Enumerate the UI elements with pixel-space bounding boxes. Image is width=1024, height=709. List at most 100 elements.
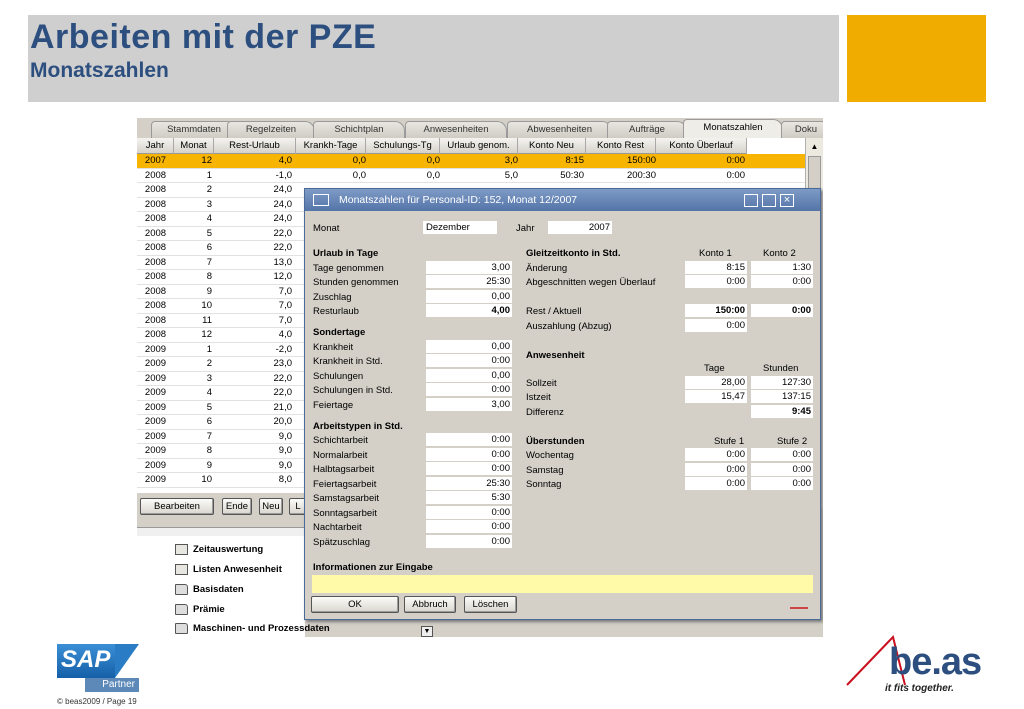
application-screenshot: Stammdaten Regelzeiten Schichtplan Anwes…: [137, 118, 823, 637]
anwesenheit-header: Anwesenheit: [526, 350, 585, 361]
stunden-genommen-field[interactable]: 25:30: [426, 275, 512, 288]
konto2-label: Konto 2: [763, 248, 796, 259]
sollzeit-stunden-field[interactable]: 127:30: [751, 376, 813, 389]
loeschen-button[interactable]: Löschen: [464, 596, 517, 613]
samstag-stufe2-field[interactable]: 0:00: [751, 463, 813, 476]
tab-abwesenheiten[interactable]: Abwesenheiten: [507, 121, 612, 138]
table-row[interactable]: 2007 12 4,0 0,0 0,0 3,0 8:15 150:00 0:00: [137, 154, 805, 169]
table-row[interactable]: 2008 1 -1,0 0,0 0,0 5,0 50:30 200:30 0:00: [137, 169, 805, 183]
table-cell: 0,0: [352, 169, 366, 181]
differenz-field[interactable]: 9:45: [751, 405, 813, 418]
monat-field[interactable]: Dezember: [423, 221, 497, 234]
table-cell: 3: [206, 372, 212, 384]
istzeit-stunden-field[interactable]: 137:15: [751, 390, 813, 403]
col-konto-rest[interactable]: Konto Rest: [586, 138, 656, 154]
tab-anwesenheiten[interactable]: Anwesenheiten: [405, 121, 507, 138]
rest-konto1-field[interactable]: 150:00: [685, 304, 747, 317]
jahr-field[interactable]: 2007: [548, 221, 612, 234]
table-cell: 9,0: [278, 445, 292, 456]
table-cell: 4: [206, 213, 212, 224]
sollzeit-tage-field[interactable]: 28,00: [685, 376, 747, 389]
aenderung-konto2-field[interactable]: 1:30: [751, 261, 813, 274]
tree-item-zeitauswertung[interactable]: Zeitauswertung: [175, 541, 263, 559]
nachtarbeit-field[interactable]: 0:00: [426, 520, 512, 533]
tab-stammdaten[interactable]: Stammdaten: [151, 121, 237, 138]
bearbeiten-button[interactable]: Bearbeiten: [140, 498, 214, 515]
close-icon[interactable]: ×: [780, 194, 794, 207]
sollzeit-label: Sollzeit: [526, 378, 557, 389]
sap-logo-text: SAP: [61, 646, 111, 673]
col-konto-neu[interactable]: Konto Neu: [518, 138, 586, 154]
table-cell: 2008: [144, 242, 167, 253]
ok-button[interactable]: OK: [311, 596, 399, 613]
tab-regelzeiten[interactable]: Regelzeiten: [227, 121, 315, 138]
resize-grip-icon[interactable]: [790, 599, 808, 609]
tree-item-maschinen[interactable]: Maschinen- und Prozessdaten: [175, 620, 330, 637]
scroll-up-icon[interactable]: ▲: [810, 142, 819, 151]
tree-item-praemie[interactable]: Prämie: [175, 601, 225, 619]
table-cell: 2: [206, 184, 212, 195]
col-jahr[interactable]: Jahr: [137, 138, 174, 154]
abgeschnitten-konto2-field[interactable]: 0:00: [751, 275, 813, 288]
col-rest-urlaub[interactable]: Rest-Urlaub: [214, 138, 296, 154]
tab-bar: Stammdaten Regelzeiten Schichtplan Anwes…: [137, 118, 823, 138]
tab-auftraege[interactable]: Aufträge: [607, 121, 687, 138]
krankheit-std-field[interactable]: 0:00: [426, 354, 512, 367]
col-krankh-tage[interactable]: Krankh-Tage: [296, 138, 366, 154]
neu-button[interactable]: Neu: [259, 498, 283, 515]
col-konto-ueberlauf[interactable]: Konto Überlauf: [656, 138, 747, 154]
rest-konto2-field[interactable]: 0:00: [751, 304, 813, 317]
col-urlaub-genom[interactable]: Urlaub genom.: [440, 138, 518, 154]
minimize-icon[interactable]: [744, 194, 758, 207]
istzeit-tage-field[interactable]: 15,47: [685, 390, 747, 403]
tab-dokumente[interactable]: Doku: [781, 121, 823, 138]
table-cell: 9: [206, 459, 212, 471]
differenz-label: Differenz: [526, 407, 564, 418]
ende-button[interactable]: Ende: [222, 498, 252, 515]
tree-item-basisdaten[interactable]: Basisdaten: [175, 581, 244, 599]
samstag-label: Samstag: [526, 465, 564, 476]
aenderung-konto1-field[interactable]: 8:15: [685, 261, 747, 274]
wochentag-label: Wochentag: [526, 450, 574, 461]
table-cell: 2008: [144, 184, 167, 195]
sonntag-stufe1-field[interactable]: 0:00: [685, 477, 747, 490]
zuschlag-field[interactable]: 0,00: [426, 290, 512, 303]
tab-schichtplan[interactable]: Schichtplan: [313, 121, 405, 138]
wochentag-stufe2-field[interactable]: 0:00: [751, 448, 813, 461]
feiertage-field[interactable]: 3,00: [426, 398, 512, 411]
schulungen-field[interactable]: 0,00: [426, 369, 512, 382]
slide-header: Arbeiten mit der PZE Monatszahlen: [28, 15, 839, 102]
table-cell: 22,0: [273, 372, 293, 384]
sonntag-stufe2-field[interactable]: 0:00: [751, 477, 813, 490]
halbtagsarbeit-field[interactable]: 0:00: [426, 462, 512, 475]
table-cell: 2009: [144, 401, 167, 413]
abgeschnitten-konto1-field[interactable]: 0:00: [685, 275, 747, 288]
schichtarbeit-field[interactable]: 0:00: [426, 433, 512, 446]
table-cell: 50:30: [560, 169, 584, 181]
krankheit-field[interactable]: 0,00: [426, 340, 512, 353]
resturlaub-label: Resturlaub: [313, 306, 359, 317]
table-cell: 2009: [144, 445, 167, 456]
table-cell: 9,0: [278, 459, 292, 471]
info-field[interactable]: [312, 575, 813, 593]
auszahlung-field[interactable]: 0:00: [685, 319, 747, 332]
table-cell: 2008: [144, 213, 167, 224]
abbruch-button[interactable]: Abbruch: [404, 596, 456, 613]
tree-item-listen-anwesenheit[interactable]: Listen Anwesenheit: [175, 561, 282, 579]
tree-dropdown-icon[interactable]: ▼: [421, 626, 433, 637]
maximize-icon[interactable]: [762, 194, 776, 207]
tab-monatszahlen[interactable]: Monatszahlen: [683, 119, 783, 138]
schulungen-std-field[interactable]: 0:00: [426, 383, 512, 396]
samstag-stufe1-field[interactable]: 0:00: [685, 463, 747, 476]
table-cell: 8:15: [565, 155, 585, 166]
resturlaub-field[interactable]: 4,00: [426, 304, 512, 317]
normalarbeit-field[interactable]: 0:00: [426, 448, 512, 461]
samstagsarbeit-field[interactable]: 5:30: [426, 491, 512, 504]
col-monat[interactable]: Monat: [174, 138, 214, 154]
wochentag-stufe1-field[interactable]: 0:00: [685, 448, 747, 461]
spaetzuschlag-field[interactable]: 0:00: [426, 535, 512, 548]
feiertagsarbeit-field[interactable]: 25:30: [426, 477, 512, 490]
sonntagsarbeit-field[interactable]: 0:00: [426, 506, 512, 519]
col-schulungs-tg[interactable]: Schulungs-Tg: [366, 138, 440, 154]
tage-genommen-field[interactable]: 3,00: [426, 261, 512, 274]
